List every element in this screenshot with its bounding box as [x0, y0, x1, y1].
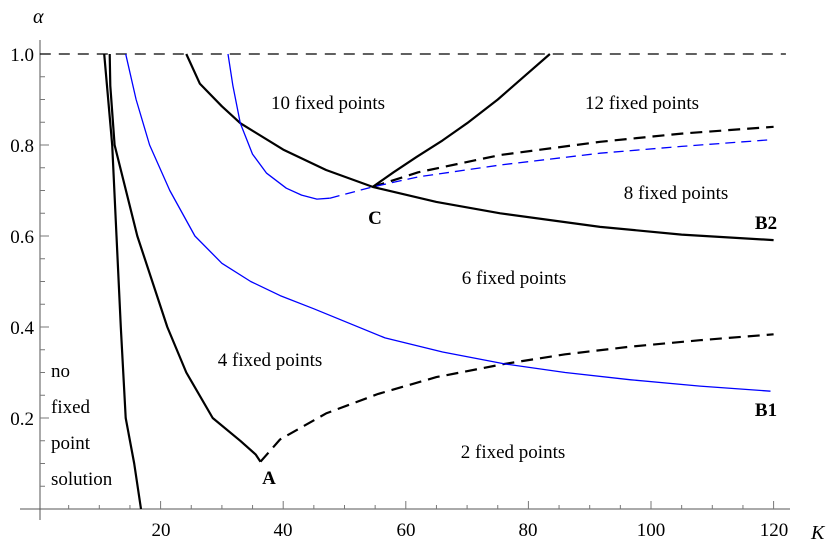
y-tick-label: 0.2 — [10, 409, 34, 430]
axes — [20, 40, 790, 520]
region-label-none: solution — [51, 469, 113, 490]
point-label-A: A — [262, 468, 276, 489]
x-tick-label: 100 — [637, 520, 666, 541]
point-label-B2: B2 — [755, 213, 777, 234]
black-curve — [108, 53, 262, 463]
y-tick-label: 0.8 — [10, 136, 34, 157]
region-label-12: 12 fixed points — [585, 93, 699, 114]
x-tick-label: 60 — [397, 520, 416, 541]
y-tick-label: 0.6 — [10, 227, 34, 248]
black-curve — [103, 53, 143, 510]
annotations: 10 fixed points 12 fixed points 8 fixed … — [51, 93, 777, 490]
region-label-none: fixed — [51, 397, 91, 418]
region-label-4: 4 fixed points — [218, 350, 323, 371]
black-curve — [185, 53, 774, 242]
region-label-6: 6 fixed points — [462, 268, 567, 289]
region-label-8: 8 fixed points — [624, 183, 729, 204]
point-label-B1: B1 — [755, 400, 777, 421]
blue-curve-dashed — [329, 139, 768, 199]
black-curve-dashed — [372, 125, 774, 188]
region-label-2: 2 fixed points — [461, 442, 566, 463]
y-tick-label: 0.4 — [10, 318, 34, 339]
ticks — [40, 53, 775, 509]
point-label-C: C — [368, 208, 382, 229]
region-label-none: point — [51, 433, 91, 454]
blue-curve — [227, 53, 330, 200]
curves — [39, 53, 786, 510]
region-label-none: no — [51, 361, 70, 382]
x-tick-label: 80 — [519, 520, 538, 541]
region-label-10: 10 fixed points — [271, 93, 385, 114]
x-tick-label: 120 — [760, 520, 789, 541]
x-tick-label: 40 — [274, 520, 293, 541]
y-tick-labels: 0.2 0.4 0.6 0.8 1.0 — [10, 45, 34, 430]
blue-curve — [125, 53, 771, 392]
black-curve — [372, 53, 551, 188]
x-axis-title: K — [810, 522, 826, 544]
y-axis-title: α — [33, 6, 44, 28]
black-curve-dashed — [259, 333, 774, 463]
x-tick-label: 20 — [152, 520, 171, 541]
y-tick-label: 1.0 — [10, 45, 34, 66]
x-tick-labels: 20 40 60 80 100 120 — [152, 520, 789, 541]
